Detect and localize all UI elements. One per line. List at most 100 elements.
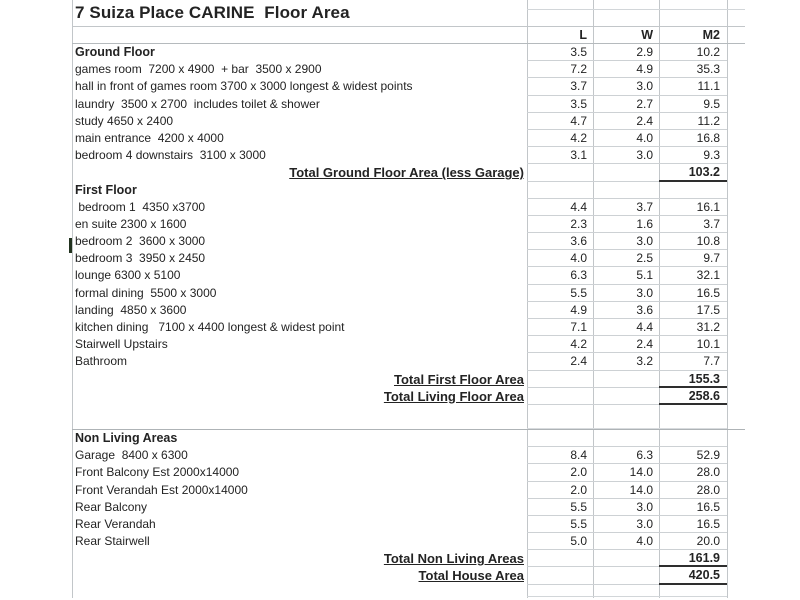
row-label <box>72 585 527 597</box>
row-label: bedroom 3 3950 x 2450 <box>75 251 206 266</box>
row-label: Rear Stairwell <box>75 534 150 549</box>
blank-row <box>72 585 745 597</box>
cell-area: 17.5 <box>659 302 727 319</box>
cell-width: 6.3 <box>593 447 659 465</box>
cell-length: 3.6 <box>527 233 593 251</box>
cell-length <box>527 164 593 182</box>
table-row: hall in front of games room 3700 x 3000 … <box>72 78 745 96</box>
cell-width: 2.5 <box>593 250 659 268</box>
cell-area: 11.1 <box>659 78 727 96</box>
cell-width: 3.7 <box>593 199 659 216</box>
row-label: laundry 3500 x 2700 includes toilet & sh… <box>75 96 320 111</box>
row-label: Non Living Areas <box>75 430 178 445</box>
table-row: main entrance 4200 x 4000 4.2 4.0 16.8 <box>72 130 745 148</box>
cell-width: 4.4 <box>593 319 659 337</box>
table-row: lounge 6300 x 5100 6.3 5.1 32.1 <box>72 267 745 285</box>
cell-length: 4.9 <box>527 302 593 319</box>
cell-length <box>527 405 593 429</box>
cell-area: 9.3 <box>659 147 727 165</box>
table-row: Front Verandah Est 2000x14000 2.0 14.0 28.0 <box>72 482 745 499</box>
column-header-length: L <box>579 28 587 42</box>
row-label: bedroom 1 4350 x3700 <box>75 199 206 214</box>
column-header-row: L W M2 <box>72 27 745 44</box>
cell-width <box>593 388 659 405</box>
total-row: Total House Area 420.5 <box>72 567 745 585</box>
cell-area: 9.7 <box>659 250 727 268</box>
table-row: laundry 3500 x 2700 includes toilet & sh… <box>72 96 745 113</box>
row-label: Ground Floor <box>75 45 155 59</box>
cell-length: 5.5 <box>527 499 593 516</box>
row-label: Bathroom <box>75 354 128 369</box>
cell-area: 16.5 <box>659 499 727 516</box>
cell-area <box>659 585 727 597</box>
cell-width: 3.2 <box>593 353 659 371</box>
table-row: formal dining 5500 x 3000 5.5 3.0 16.5 <box>72 285 745 302</box>
cell-length <box>527 567 593 585</box>
table-row: Bathroom 2.4 3.2 7.7 <box>72 353 745 371</box>
cell-area: 16.8 <box>659 130 727 148</box>
table-row: bedroom 1 4350 x3700 4.4 3.7 16.1 <box>72 199 745 216</box>
cell-area: 35.3 <box>659 61 727 79</box>
cell-length: 4.7 <box>527 113 593 130</box>
row-label: formal dining 5500 x 3000 <box>75 285 217 300</box>
row-label: Rear Balcony <box>75 499 148 514</box>
cell-area: 16.5 <box>659 516 727 534</box>
row-label: landing 4850 x 3600 <box>75 302 187 317</box>
total-row: Total Non Living Areas 161.9 <box>72 550 745 568</box>
table-row: landing 4850 x 3600 4.9 3.6 17.5 <box>72 302 745 319</box>
row-label: main entrance 4200 x 4000 <box>75 130 224 145</box>
row-label: study 4650 x 2400 <box>75 113 174 128</box>
cell-length <box>527 550 593 568</box>
table-row: Rear Verandah 5.5 3.0 16.5 <box>72 516 745 534</box>
cell-length: 4.0 <box>527 250 593 268</box>
cell-area: 10.1 <box>659 336 727 354</box>
row-label: Total Non Living Areas <box>383 551 524 567</box>
row-label <box>72 405 527 429</box>
row-label: bedroom 2 3600 x 3000 <box>75 234 206 249</box>
cell-width: 3.0 <box>593 147 659 165</box>
cell-width <box>593 550 659 568</box>
row-label: Total House Area <box>418 568 524 584</box>
cell-width: 3.0 <box>593 78 659 96</box>
cell-length <box>527 430 593 448</box>
section-divider <box>72 428 745 430</box>
cell-length <box>527 371 593 388</box>
column-header-width: W <box>641 28 653 42</box>
cell-width: 3.0 <box>593 516 659 534</box>
cell-area: 103.2 <box>659 164 727 182</box>
table-row: en suite 2300 x 1600 2.3 1.6 3.7 <box>72 216 745 234</box>
cell-area: 20.0 <box>659 533 727 551</box>
cell-area: 10.8 <box>659 233 727 251</box>
sheet-rows: Ground Floor 3.5 2.9 10.2 games room 7200 x … <box>72 44 745 597</box>
cell-length <box>527 388 593 405</box>
cell-width: 14.0 <box>593 482 659 499</box>
cell-length <box>527 182 593 199</box>
cell-width: 1.6 <box>593 216 659 234</box>
total-row: Total Living Floor Area 258.6 <box>72 388 745 405</box>
row-label: First Floor <box>75 182 137 197</box>
row-label: Total Living Floor Area <box>383 388 524 404</box>
cell-area <box>659 405 727 429</box>
cell-area: 11.2 <box>659 113 727 130</box>
total-row: Total Ground Floor Area (less Garage) 103… <box>72 164 745 182</box>
cell-area: 9.5 <box>659 96 727 113</box>
cell-width <box>593 567 659 585</box>
cell-area: 3.7 <box>659 216 727 234</box>
section-header-row: First Floor <box>72 182 745 199</box>
floor-area-sheet: 7 Suiza Place CARINE Floor Area L W M2 G… <box>72 0 745 597</box>
gridline-vertical <box>527 0 528 598</box>
cell-length <box>527 585 593 597</box>
cell-width: 3.0 <box>593 285 659 302</box>
row-label: games room 7200 x 4900 + bar 3500 x 2900 <box>75 62 322 77</box>
row-label: bedroom 4 downstairs 3100 x 3000 <box>75 148 266 163</box>
cell-length: 3.7 <box>527 78 593 96</box>
gridline-vertical <box>727 0 728 598</box>
cell-width <box>593 430 659 448</box>
cell-width: 14.0 <box>593 464 659 482</box>
cell-width <box>593 371 659 388</box>
cell-area: 420.5 <box>659 567 727 585</box>
row-label: Front Verandah Est 2000x14000 <box>75 482 248 497</box>
column-header-spacer <box>72 27 527 43</box>
total-row: Total First Floor Area 155.3 <box>72 371 745 388</box>
